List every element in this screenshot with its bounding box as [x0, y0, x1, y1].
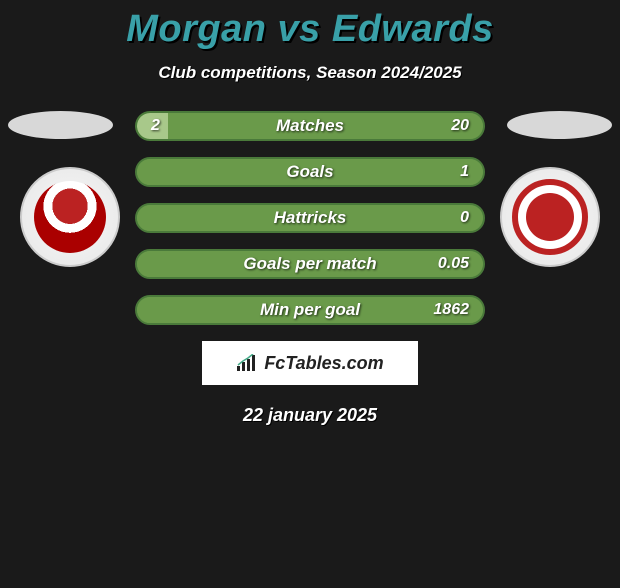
- stat-value-right: 0: [460, 209, 469, 227]
- stats-list: 2 20 Matches 1 Goals 0 Hattricks 0.05 Goals per …: [135, 111, 485, 325]
- stat-label: Min per goal: [260, 300, 360, 320]
- stat-row: 1862 Min per goal: [135, 295, 485, 325]
- stat-value-right: 1862: [433, 301, 469, 319]
- stat-row: 0.05 Goals per match: [135, 249, 485, 279]
- stat-row: 0 Hattricks: [135, 203, 485, 233]
- date-label: 22 january 2025: [0, 405, 620, 426]
- stat-row: 1 Goals: [135, 157, 485, 187]
- comparison-panel: 2 20 Matches 1 Goals 0 Hattricks 0.05 Goals per …: [0, 111, 620, 325]
- stat-value-right: 1: [460, 163, 469, 181]
- branding-text: FcTables.com: [264, 353, 383, 374]
- stat-label: Matches: [276, 116, 344, 136]
- club-badge-right: [500, 167, 600, 267]
- club-badge-left: [20, 167, 120, 267]
- stat-value-left: 2: [151, 117, 160, 135]
- stat-label: Goals per match: [243, 254, 376, 274]
- stat-value-right: 20: [451, 117, 469, 135]
- stat-value-right: 0.05: [438, 255, 469, 273]
- player-left-avatar: [8, 111, 113, 139]
- stat-label: Hattricks: [274, 208, 347, 228]
- stat-label: Goals: [286, 162, 333, 182]
- stat-row: 2 20 Matches: [135, 111, 485, 141]
- branding-box: FcTables.com: [202, 341, 418, 385]
- player-right-avatar: [507, 111, 612, 139]
- branding-chart-icon: [236, 354, 258, 372]
- page-title: Morgan vs Edwards: [0, 8, 620, 51]
- subtitle: Club competitions, Season 2024/2025: [0, 63, 620, 83]
